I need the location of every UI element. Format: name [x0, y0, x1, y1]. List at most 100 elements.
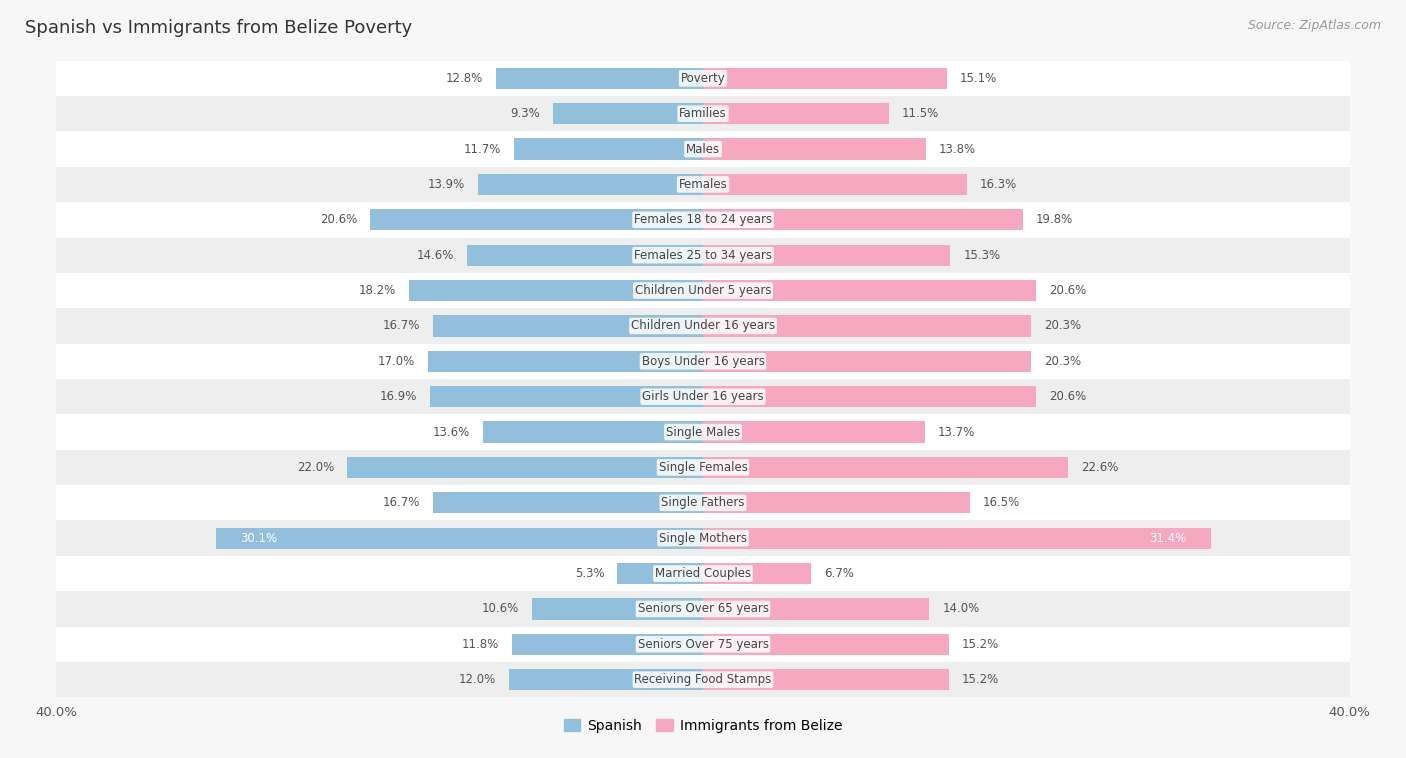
Bar [56, 591, 1350, 627]
Bar [56, 521, 1350, 556]
Text: 19.8%: 19.8% [1036, 213, 1073, 227]
Bar [531, 598, 703, 619]
Bar [703, 528, 1211, 549]
Text: Families: Families [679, 107, 727, 121]
Text: 20.6%: 20.6% [319, 213, 357, 227]
Text: 12.8%: 12.8% [446, 72, 484, 85]
Bar [703, 209, 1024, 230]
Bar [703, 563, 811, 584]
Text: Males: Males [686, 143, 720, 155]
Bar [56, 131, 1350, 167]
Text: 16.5%: 16.5% [983, 496, 1019, 509]
Bar [703, 67, 948, 89]
Bar [409, 280, 703, 301]
Bar [56, 202, 1350, 237]
Text: 9.3%: 9.3% [510, 107, 540, 121]
Text: Females 18 to 24 years: Females 18 to 24 years [634, 213, 772, 227]
Text: 30.1%: 30.1% [240, 531, 278, 545]
Bar [703, 103, 889, 124]
Text: 16.9%: 16.9% [380, 390, 416, 403]
Text: Females: Females [679, 178, 727, 191]
Text: Single Fathers: Single Fathers [661, 496, 745, 509]
Bar [56, 167, 1350, 202]
Text: 20.6%: 20.6% [1049, 284, 1087, 297]
Bar [512, 634, 703, 655]
Text: Receiving Food Stamps: Receiving Food Stamps [634, 673, 772, 686]
Text: Spanish vs Immigrants from Belize Poverty: Spanish vs Immigrants from Belize Povert… [25, 19, 412, 37]
Bar [703, 634, 949, 655]
Text: Seniors Over 75 years: Seniors Over 75 years [637, 637, 769, 651]
Bar [56, 627, 1350, 662]
Text: Boys Under 16 years: Boys Under 16 years [641, 355, 765, 368]
Bar [703, 139, 927, 160]
Text: 16.7%: 16.7% [382, 496, 420, 509]
Bar [56, 237, 1350, 273]
Bar [429, 351, 703, 372]
Bar [703, 245, 950, 266]
Text: 20.3%: 20.3% [1045, 319, 1081, 333]
Bar [703, 351, 1031, 372]
Bar [433, 315, 703, 337]
Text: Single Mothers: Single Mothers [659, 531, 747, 545]
Text: 11.7%: 11.7% [464, 143, 501, 155]
Bar [703, 280, 1036, 301]
Bar [703, 386, 1036, 407]
Text: 12.0%: 12.0% [458, 673, 496, 686]
Bar [513, 139, 703, 160]
Text: 11.5%: 11.5% [901, 107, 939, 121]
Text: Source: ZipAtlas.com: Source: ZipAtlas.com [1247, 19, 1381, 32]
Text: 11.8%: 11.8% [463, 637, 499, 651]
Bar [496, 67, 703, 89]
Bar [56, 61, 1350, 96]
Text: Females 25 to 34 years: Females 25 to 34 years [634, 249, 772, 262]
Text: 14.0%: 14.0% [942, 603, 980, 615]
Text: Children Under 16 years: Children Under 16 years [631, 319, 775, 333]
Text: 17.0%: 17.0% [378, 355, 415, 368]
Bar [56, 96, 1350, 131]
Text: 15.3%: 15.3% [963, 249, 1001, 262]
Text: 15.1%: 15.1% [960, 72, 997, 85]
Bar [703, 492, 970, 513]
Text: Children Under 5 years: Children Under 5 years [634, 284, 772, 297]
Text: 16.7%: 16.7% [382, 319, 420, 333]
Text: Single Males: Single Males [666, 425, 740, 439]
Bar [467, 245, 703, 266]
Bar [703, 669, 949, 691]
Text: 31.4%: 31.4% [1149, 531, 1187, 545]
Bar [56, 662, 1350, 697]
Bar [56, 309, 1350, 343]
Legend: Spanish, Immigrants from Belize: Spanish, Immigrants from Belize [558, 713, 848, 738]
Bar [703, 174, 966, 195]
Bar [347, 457, 703, 478]
Text: Girls Under 16 years: Girls Under 16 years [643, 390, 763, 403]
Text: 16.3%: 16.3% [980, 178, 1017, 191]
Text: 5.3%: 5.3% [575, 567, 605, 580]
Text: 13.6%: 13.6% [433, 425, 470, 439]
Bar [56, 379, 1350, 415]
Text: 15.2%: 15.2% [962, 637, 998, 651]
Text: 20.3%: 20.3% [1045, 355, 1081, 368]
Text: 18.2%: 18.2% [359, 284, 396, 297]
Text: 13.8%: 13.8% [939, 143, 976, 155]
Bar [703, 421, 925, 443]
Bar [56, 449, 1350, 485]
Bar [56, 485, 1350, 521]
Bar [553, 103, 703, 124]
Bar [509, 669, 703, 691]
Bar [56, 556, 1350, 591]
Text: 14.6%: 14.6% [416, 249, 454, 262]
Text: Poverty: Poverty [681, 72, 725, 85]
Text: 22.0%: 22.0% [297, 461, 335, 474]
Text: 13.7%: 13.7% [938, 425, 974, 439]
Text: 10.6%: 10.6% [481, 603, 519, 615]
Bar [370, 209, 703, 230]
Bar [430, 386, 703, 407]
Bar [478, 174, 703, 195]
Bar [56, 343, 1350, 379]
Bar [433, 492, 703, 513]
Bar [617, 563, 703, 584]
Text: Seniors Over 65 years: Seniors Over 65 years [637, 603, 769, 615]
Bar [484, 421, 703, 443]
Text: 15.2%: 15.2% [962, 673, 998, 686]
Bar [703, 598, 929, 619]
